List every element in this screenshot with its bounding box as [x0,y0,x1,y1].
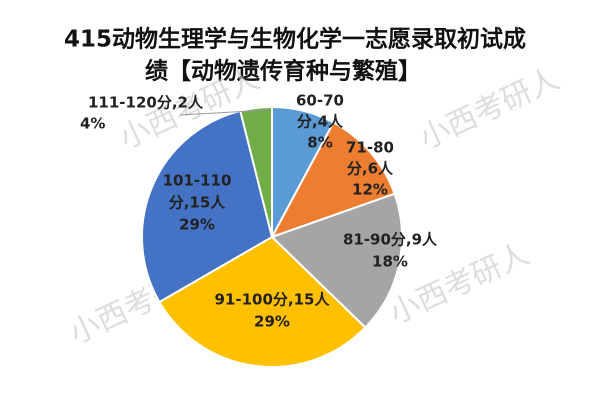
pie-slice [239,105,273,238]
data-label: 71-80 [346,139,394,157]
data-label: 91-100分,15人 [215,291,331,309]
data-label: 12% [352,181,388,199]
pie-slice [141,109,274,304]
pie-slice [158,235,367,368]
pie-slice [270,192,403,329]
data-label: 8% [307,134,332,152]
data-label: 分,6人 [347,160,394,178]
data-label: 29% [179,216,215,234]
data-label: 4% [80,115,105,133]
leader-line [179,109,269,116]
chart-title: 绩【动物遗传育种与繁殖】 [145,58,421,85]
data-label: 81-90分,9人 [343,231,438,249]
data-label: 101-110 [163,172,232,190]
pie-slice [269,121,396,239]
data-label: 分,15人 [169,194,227,212]
data-label: 111-120分,2人 [88,94,204,112]
data-label: 60-70 [296,92,344,110]
data-label: 29% [254,313,290,331]
chart-title: 415动物生理学与生物化学一志愿录取初试成 [64,26,526,53]
data-label: 18% [372,253,408,271]
data-label: 分,4人 [297,113,344,131]
